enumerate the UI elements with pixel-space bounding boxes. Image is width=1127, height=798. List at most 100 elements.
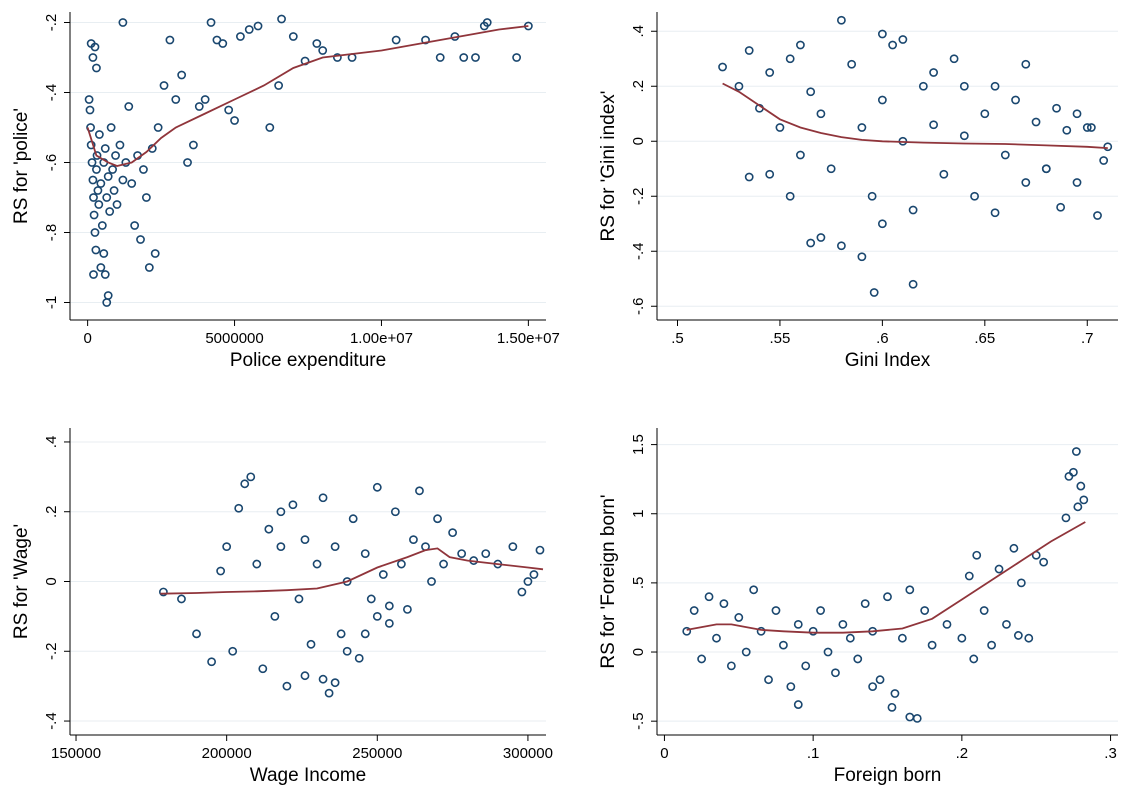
- data-point: [1062, 125, 1072, 135]
- y-tick-label: .2: [630, 80, 647, 93]
- data-point: [288, 500, 298, 510]
- data-point: [860, 599, 870, 609]
- data-point: [276, 507, 286, 517]
- data-point: [1021, 59, 1031, 69]
- x-tick-label: 150000: [51, 745, 101, 762]
- data-point: [222, 542, 232, 552]
- data-point: [94, 130, 104, 139]
- fit-line: [722, 82, 1108, 149]
- data-point: [957, 633, 967, 643]
- data-point: [853, 654, 863, 664]
- data-point: [258, 664, 268, 674]
- data-point: [970, 191, 979, 201]
- data-point: [765, 68, 775, 77]
- data-point: [109, 186, 119, 195]
- data-point: [734, 81, 744, 91]
- data-point: [793, 619, 803, 629]
- data-point: [1103, 142, 1113, 152]
- data-point: [867, 191, 877, 201]
- data-point: [905, 712, 915, 722]
- data-point: [144, 263, 154, 272]
- data-point: [897, 633, 907, 643]
- data-point: [318, 46, 328, 55]
- y-tick-label: 0: [630, 137, 647, 145]
- data-point: [939, 169, 949, 179]
- data-point: [330, 678, 340, 688]
- data-point: [744, 46, 754, 55]
- data-point: [92, 151, 102, 160]
- data-point: [206, 18, 216, 27]
- data-point: [384, 601, 394, 611]
- data-point: [764, 675, 773, 685]
- data-point: [396, 559, 406, 569]
- data-point: [228, 646, 238, 656]
- data-point: [332, 53, 342, 62]
- data-point: [959, 81, 969, 91]
- x-tick-label: .6: [876, 330, 889, 347]
- data-point: [1071, 447, 1081, 456]
- data-point: [118, 18, 128, 27]
- data-point: [136, 235, 145, 244]
- y-tick-label: -.5: [630, 712, 647, 730]
- data-point: [318, 674, 328, 684]
- data-point: [108, 165, 118, 174]
- data-point: [207, 657, 216, 667]
- data-point: [360, 629, 370, 639]
- x-tick-label: 300000: [503, 745, 553, 762]
- data-point: [265, 123, 275, 132]
- y-tick-label: -.4: [43, 84, 60, 102]
- data-point: [244, 25, 254, 34]
- data-point: [312, 559, 322, 569]
- x-axis-title: Wage Income: [250, 765, 367, 786]
- data-point: [535, 545, 545, 555]
- data-point: [987, 640, 996, 650]
- y-tick-label: .4: [43, 436, 60, 449]
- data-point: [1079, 495, 1089, 505]
- fit-line: [160, 547, 544, 595]
- y-tick-label: .5: [630, 577, 647, 590]
- x-axis-title: Foreign born: [834, 765, 942, 786]
- data-point: [158, 587, 168, 597]
- data-point: [1013, 631, 1023, 640]
- data-point: [869, 288, 879, 297]
- data-point: [103, 291, 113, 300]
- data-point: [457, 549, 467, 558]
- data-point: [336, 629, 346, 639]
- data-point: [106, 123, 116, 132]
- data-point: [89, 270, 98, 279]
- data-point: [300, 671, 310, 681]
- data-point: [84, 95, 94, 104]
- data-point: [194, 102, 204, 111]
- data-point: [796, 40, 805, 50]
- data-point: [481, 549, 491, 558]
- x-axis-title: Police expenditure: [230, 350, 386, 371]
- x-tick-label: .3: [1104, 745, 1117, 762]
- data-point: [177, 70, 187, 80]
- data-point: [93, 186, 103, 195]
- data-point: [697, 654, 707, 664]
- data-point: [719, 599, 729, 609]
- y-tick-label: 1.5: [630, 434, 647, 455]
- data-point: [905, 585, 915, 595]
- data-point: [779, 640, 788, 650]
- data-point: [806, 238, 816, 248]
- data-point: [1093, 211, 1102, 220]
- data-point: [200, 95, 210, 104]
- data-point: [994, 564, 1004, 574]
- data-point: [508, 542, 518, 552]
- data-point: [883, 592, 892, 602]
- data-point: [91, 245, 101, 255]
- data-point: [908, 205, 918, 215]
- data-point: [87, 158, 97, 167]
- data-point: [847, 59, 857, 69]
- data-point: [718, 62, 727, 72]
- data-point: [875, 675, 885, 685]
- chart-panel-3: 150000 200000 250000 300000 -.4 -.2 0 .2 .4 Wage …: [11, 428, 553, 786]
- data-point: [124, 102, 134, 111]
- data-point: [890, 689, 900, 698]
- data-point: [1082, 123, 1092, 132]
- y-tick-label: -.2: [43, 14, 60, 32]
- data-point: [1002, 619, 1011, 629]
- data-point: [433, 514, 442, 524]
- data-point: [808, 626, 818, 636]
